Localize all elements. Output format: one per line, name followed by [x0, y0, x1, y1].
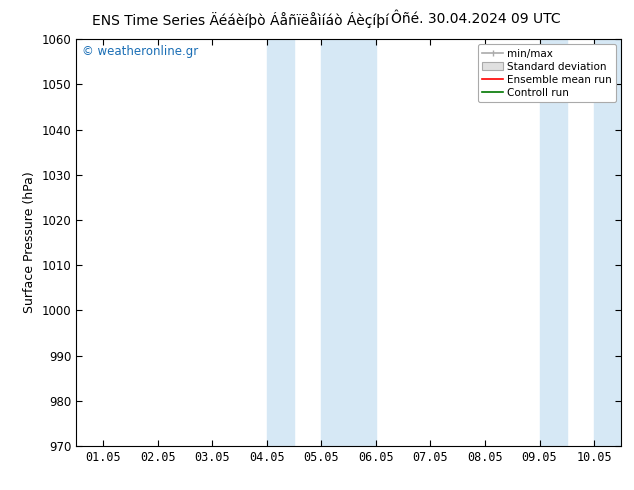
Bar — [267, 39, 294, 446]
Legend: min/max, Standard deviation, Ensemble mean run, Controll run: min/max, Standard deviation, Ensemble me… — [478, 45, 616, 102]
Bar — [321, 39, 376, 446]
Y-axis label: Surface Pressure (hPa): Surface Pressure (hPa) — [23, 172, 36, 314]
Text: ENS Time Series Äéáèíþò Áåñïëåìíáò Áèçíþí: ENS Time Series Äéáèíþò Áåñïëåìíáò Áèçíþ… — [93, 12, 389, 28]
Text: Ôñé. 30.04.2024 09 UTC: Ôñé. 30.04.2024 09 UTC — [391, 12, 560, 26]
Text: © weatheronline.gr: © weatheronline.gr — [82, 45, 198, 58]
Bar — [594, 39, 621, 446]
Bar — [540, 39, 567, 446]
